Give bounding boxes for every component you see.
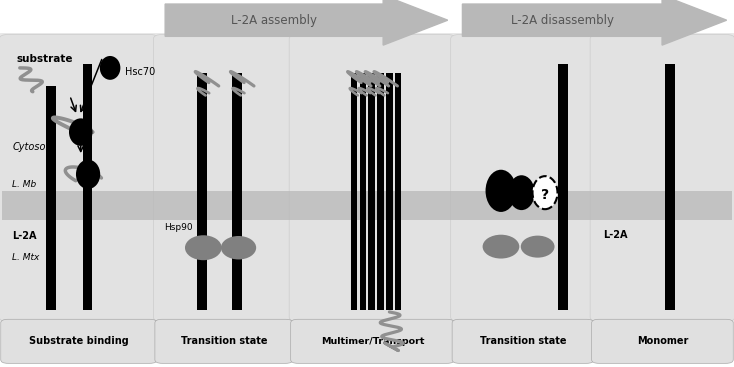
FancyBboxPatch shape [0,34,159,321]
Text: Hsp90: Hsp90 [164,223,192,232]
Text: Transition state: Transition state [480,336,566,346]
FancyBboxPatch shape [291,319,454,363]
Text: Substrate binding: Substrate binding [29,336,128,346]
Ellipse shape [221,236,256,259]
Text: Transition state: Transition state [181,336,267,346]
Polygon shape [165,0,448,45]
Text: Cytosol: Cytosol [12,142,48,152]
Ellipse shape [533,176,558,209]
Bar [2,191,732,220]
Bar [232,73,242,310]
Bar [386,73,393,310]
Text: L-2A: L-2A [603,230,628,240]
Text: substrate: substrate [17,54,73,64]
Text: Monomer: Monomer [637,336,688,346]
Ellipse shape [485,170,517,212]
Ellipse shape [483,235,519,258]
FancyBboxPatch shape [155,319,293,363]
Text: L-2A assembly: L-2A assembly [231,14,317,27]
FancyBboxPatch shape [592,319,733,363]
Bar [197,73,207,310]
Bar [83,64,92,310]
FancyBboxPatch shape [153,34,294,321]
Bar [395,73,401,310]
Ellipse shape [76,160,100,189]
FancyBboxPatch shape [1,319,157,363]
Text: L-2A: L-2A [12,231,37,241]
Bar [665,64,675,310]
Polygon shape [462,0,727,45]
Ellipse shape [185,235,222,260]
FancyBboxPatch shape [0,33,734,323]
Ellipse shape [521,236,554,258]
Bar [377,73,384,310]
FancyBboxPatch shape [590,34,734,321]
Ellipse shape [69,119,92,146]
Text: L. Mb: L. Mb [12,180,37,189]
Text: Multimer/Transport: Multimer/Transport [321,337,424,346]
Bar [46,86,56,310]
FancyBboxPatch shape [289,34,456,321]
Text: L. Mtx: L. Mtx [12,253,40,262]
Bar [558,64,568,310]
Bar [368,73,375,310]
Ellipse shape [100,56,120,80]
FancyBboxPatch shape [451,34,595,321]
Bar [351,73,357,310]
Text: Hsc70: Hsc70 [125,66,155,77]
Ellipse shape [509,175,534,210]
Text: L-2A disassembly: L-2A disassembly [511,14,614,27]
Text: ?: ? [541,188,549,201]
FancyBboxPatch shape [452,319,594,363]
Bar [360,73,366,310]
